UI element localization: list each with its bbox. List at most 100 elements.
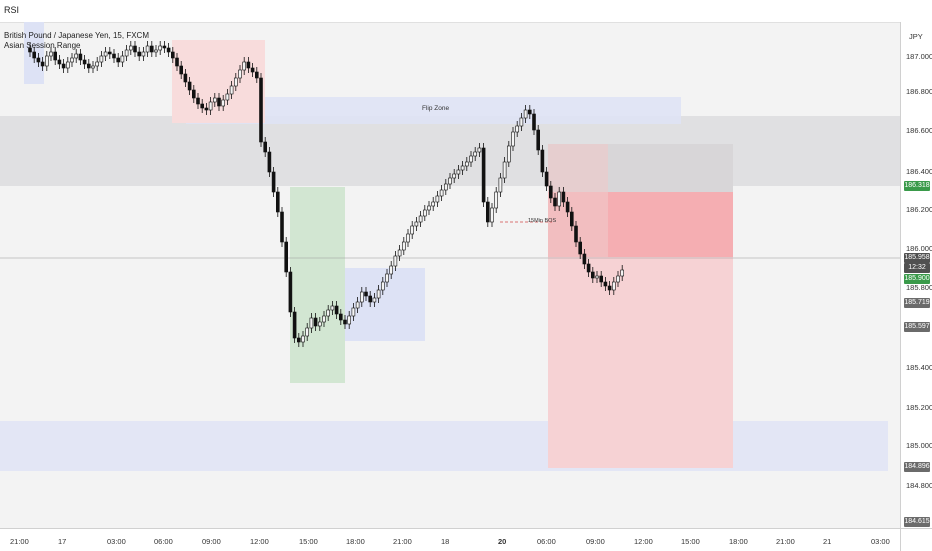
price-tick-label: 185.400 (906, 363, 932, 372)
candle-body (234, 77, 238, 87)
price-tick-label: 186.400 (906, 167, 932, 176)
candle-body (376, 289, 381, 299)
candle-body (70, 57, 74, 63)
candle-body (213, 97, 217, 103)
candle-body (200, 103, 204, 109)
price-badge-current: 185.958 (904, 253, 930, 263)
candle-body (523, 109, 528, 119)
price-badge-level-b: 185.900 (904, 274, 930, 284)
candle-body (317, 321, 322, 327)
candle-body (112, 53, 116, 59)
price-badge-level-a: 186.318 (904, 181, 930, 191)
candle-body (557, 191, 562, 207)
candle-body (548, 185, 553, 199)
candle-body (284, 241, 289, 273)
entry-overlap-box (548, 144, 608, 257)
price-tick-label: 186.600 (906, 126, 932, 135)
candle-body (129, 45, 133, 51)
candle-body (229, 85, 234, 95)
candle-body (82, 59, 87, 65)
candle-body (305, 327, 310, 337)
candle-body (322, 315, 326, 323)
chart-legend: British Pound / Japanese Yen, 15, FXCM A… (4, 31, 149, 51)
candle-body (208, 101, 213, 111)
candle-body (259, 77, 263, 143)
price-tick-label: 185.200 (906, 403, 932, 412)
candle-body (166, 47, 171, 53)
candle-body (171, 51, 175, 59)
time-tick-label: 17 (58, 537, 67, 546)
candle-body (481, 147, 486, 203)
candle-body (569, 211, 574, 227)
candle-body (32, 51, 37, 59)
candle-body (330, 305, 335, 311)
candle-body (527, 109, 532, 115)
candle-body (334, 305, 339, 315)
candle-body (469, 155, 473, 163)
candle-body (78, 53, 83, 61)
time-tick-label: 09:00 (586, 537, 605, 546)
candle-body (179, 65, 183, 75)
candle-body (116, 57, 120, 63)
candle-body (196, 97, 200, 105)
flip-zone-box (186, 97, 681, 124)
candle-body (309, 317, 314, 329)
candle-body (183, 73, 188, 83)
candle-body (150, 45, 154, 53)
candle-body (389, 265, 394, 275)
candle-body (145, 45, 150, 53)
candle-body (452, 173, 457, 179)
price-tick-label: 186.000 (906, 244, 932, 253)
candle-body (582, 253, 587, 265)
candle-body (611, 281, 616, 291)
candle-body (553, 197, 557, 207)
candle-body (359, 291, 364, 303)
candle-body (275, 191, 280, 213)
time-tick-label: 15:00 (299, 537, 318, 546)
candle-body (498, 177, 503, 193)
candle-body (292, 311, 297, 339)
candle-body (326, 309, 331, 317)
time-tick-label: 18:00 (729, 537, 748, 546)
candle-body (267, 151, 272, 173)
price-badge-level-e: 184.896 (904, 462, 930, 472)
time-tick-label: 03:00 (107, 537, 126, 546)
candle-body (108, 51, 112, 55)
time-axis[interactable]: 21:00 17 03:00 06:00 09:00 12:00 15:00 18:00 21:… (0, 528, 900, 551)
demand-zone (0, 421, 888, 471)
time-tick-label: 21:00 (776, 537, 795, 546)
time-tick-label: 09:00 (202, 537, 221, 546)
candle-body (590, 271, 595, 279)
time-tick-label: 20 (498, 537, 507, 546)
candle-body (439, 189, 444, 197)
candle-body (460, 165, 465, 171)
candle-body (372, 297, 377, 303)
candle-body (385, 273, 389, 283)
indicator-label[interactable]: RSI (4, 5, 20, 15)
price-badge-level-f: 184.615 (904, 517, 930, 527)
candle-body (427, 205, 431, 211)
flip-zone-label: Flip Zone (422, 105, 450, 112)
time-tick-label: 06:00 (537, 537, 556, 546)
candle-body (355, 301, 360, 309)
candle-body (515, 125, 520, 133)
asian-range-box-1 (172, 40, 265, 123)
candle-body (544, 171, 549, 187)
symbol-title: British Pound / Japanese Yen, 15, FXCM (4, 31, 149, 40)
candle-body (607, 285, 612, 291)
time-tick-label: 21:00 (10, 537, 29, 546)
candle-body (137, 51, 141, 57)
time-tick-label: 18 (441, 537, 450, 546)
candle-body (175, 57, 179, 67)
candle-body (578, 241, 583, 255)
candle-body (95, 61, 99, 67)
candle-body (204, 107, 209, 111)
candle-body (397, 249, 402, 257)
price-chart[interactable] (0, 0, 900, 528)
time-tick-label: 03:00 (871, 537, 890, 546)
time-tick-label: 21 (823, 537, 832, 546)
candle-body (418, 215, 423, 223)
candle-body (380, 281, 385, 291)
candle-body (511, 131, 515, 147)
candle-body (250, 67, 255, 73)
